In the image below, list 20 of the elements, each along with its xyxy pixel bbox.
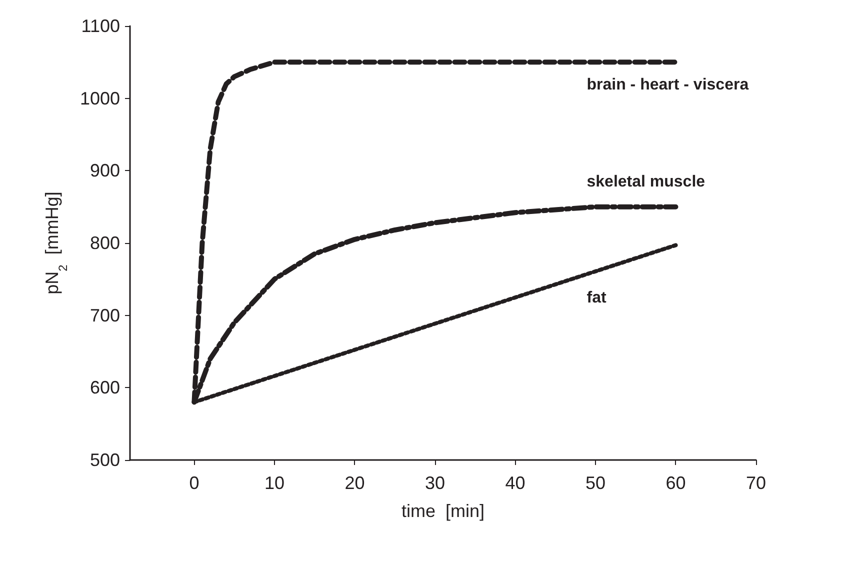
y-tick-label: 1100 <box>81 16 120 36</box>
x-tick-label: 0 <box>189 473 200 493</box>
x-tick-label: 60 <box>666 473 686 493</box>
series-label: skeletal muscle <box>586 173 706 190</box>
y-tick-label: 700 <box>90 305 120 326</box>
series-label: brain - heart - viscera <box>586 76 749 94</box>
x-tick-label: 40 <box>505 473 526 493</box>
x-tick-label: 30 <box>424 473 445 493</box>
y-axis-title: pN2 [mmHg] <box>42 192 70 294</box>
y-tick-label: 600 <box>90 378 120 398</box>
x-tick-label: 50 <box>585 473 606 493</box>
y-tick-label: 500 <box>90 450 120 470</box>
y-tick-label: 1000 <box>80 88 120 108</box>
x-tick-label: 10 <box>264 473 284 493</box>
y-tick-label: 900 <box>90 160 120 181</box>
x-axis-title: time [min] <box>401 501 485 521</box>
y-tick-label: 800 <box>90 233 120 253</box>
series-label: fat <box>586 290 607 307</box>
x-tick-label: 20 <box>344 473 365 493</box>
x-tick-label: 70 <box>746 473 766 493</box>
